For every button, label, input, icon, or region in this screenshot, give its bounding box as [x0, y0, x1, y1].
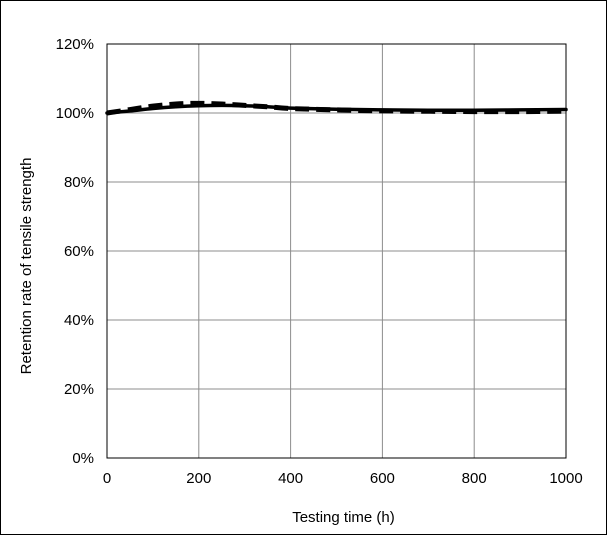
- y-axis-title: Retention rate of tensile strength: [18, 158, 35, 375]
- tick-label-layer: 0 200 400 600 800 1000 0% 20% 40% 60% 80% 100% 120%: [56, 36, 583, 487]
- y-tick-label: 0%: [72, 450, 94, 467]
- x-tick-label: 800: [462, 470, 487, 487]
- solid-series-line: [105, 103, 568, 115]
- y-tick-label: 100%: [56, 105, 94, 122]
- dashed-series-line: [106, 100, 567, 116]
- y-tick-label: 60%: [64, 243, 94, 260]
- y-tick-label: 20%: [64, 381, 94, 398]
- plot-frame: [106, 43, 567, 459]
- x-tick-label: 0: [103, 470, 111, 487]
- y-tick-label: 80%: [64, 174, 94, 191]
- x-tick-label: 600: [370, 470, 395, 487]
- series-layer: [105, 100, 568, 116]
- x-axis-title: Testing time (h): [292, 509, 395, 526]
- x-tick-label: 200: [186, 470, 211, 487]
- y-tick-label: 120%: [56, 36, 94, 53]
- y-tick-label: 40%: [64, 312, 94, 329]
- x-tick-label: 400: [278, 470, 303, 487]
- x-tick-label: 1000: [549, 470, 582, 487]
